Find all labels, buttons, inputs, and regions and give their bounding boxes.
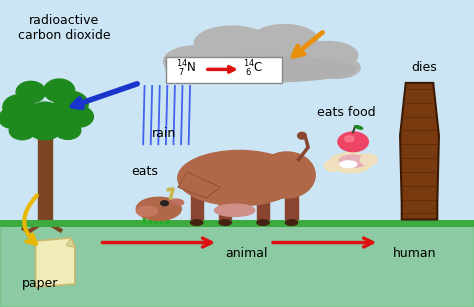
Circle shape xyxy=(360,154,377,165)
Ellipse shape xyxy=(355,126,363,129)
Circle shape xyxy=(161,201,168,206)
Ellipse shape xyxy=(55,122,81,139)
Ellipse shape xyxy=(313,57,360,78)
Ellipse shape xyxy=(214,204,255,216)
Ellipse shape xyxy=(19,115,50,134)
Ellipse shape xyxy=(40,113,73,133)
Bar xyxy=(38,130,52,223)
Bar xyxy=(191,183,203,223)
Ellipse shape xyxy=(27,102,63,131)
Ellipse shape xyxy=(0,108,25,128)
Ellipse shape xyxy=(29,121,61,140)
FancyBboxPatch shape xyxy=(166,57,282,83)
Ellipse shape xyxy=(329,153,372,173)
Ellipse shape xyxy=(44,79,75,102)
Ellipse shape xyxy=(219,220,231,225)
Text: radioactive
carbon dioxide: radioactive carbon dioxide xyxy=(18,14,110,42)
Bar xyxy=(285,184,298,223)
Bar xyxy=(219,181,231,223)
Ellipse shape xyxy=(206,55,277,80)
Text: $^{14}_{\ 6}$C: $^{14}_{\ 6}$C xyxy=(243,59,264,80)
Ellipse shape xyxy=(285,220,298,225)
Polygon shape xyxy=(36,238,75,287)
Text: paper: paper xyxy=(22,278,58,290)
Ellipse shape xyxy=(298,132,306,139)
Ellipse shape xyxy=(178,150,301,206)
Text: human: human xyxy=(393,247,437,260)
Text: $^{14}_{\ 7}$N: $^{14}_{\ 7}$N xyxy=(176,59,197,80)
Text: eats food: eats food xyxy=(317,106,375,119)
Text: animal: animal xyxy=(225,247,268,260)
Ellipse shape xyxy=(296,41,358,69)
Circle shape xyxy=(345,136,354,142)
Ellipse shape xyxy=(246,51,322,78)
Ellipse shape xyxy=(9,121,35,140)
Ellipse shape xyxy=(136,197,181,220)
Circle shape xyxy=(338,132,368,152)
Bar xyxy=(257,181,269,223)
Text: dies: dies xyxy=(411,61,437,74)
Ellipse shape xyxy=(194,26,270,60)
Ellipse shape xyxy=(258,152,315,198)
Ellipse shape xyxy=(339,155,367,167)
Ellipse shape xyxy=(65,106,93,127)
Ellipse shape xyxy=(54,91,88,117)
Polygon shape xyxy=(178,172,220,198)
Ellipse shape xyxy=(164,46,225,77)
Ellipse shape xyxy=(251,25,318,55)
Ellipse shape xyxy=(340,161,356,168)
Ellipse shape xyxy=(166,56,356,82)
Ellipse shape xyxy=(191,220,203,225)
Polygon shape xyxy=(66,238,75,247)
Ellipse shape xyxy=(168,60,211,81)
Ellipse shape xyxy=(136,206,157,216)
Ellipse shape xyxy=(16,81,46,103)
Ellipse shape xyxy=(3,95,35,120)
Circle shape xyxy=(324,160,341,171)
Polygon shape xyxy=(400,83,439,220)
Text: eats: eats xyxy=(131,165,158,178)
Ellipse shape xyxy=(172,199,184,205)
Text: rain: rain xyxy=(151,127,176,140)
Ellipse shape xyxy=(257,220,269,225)
